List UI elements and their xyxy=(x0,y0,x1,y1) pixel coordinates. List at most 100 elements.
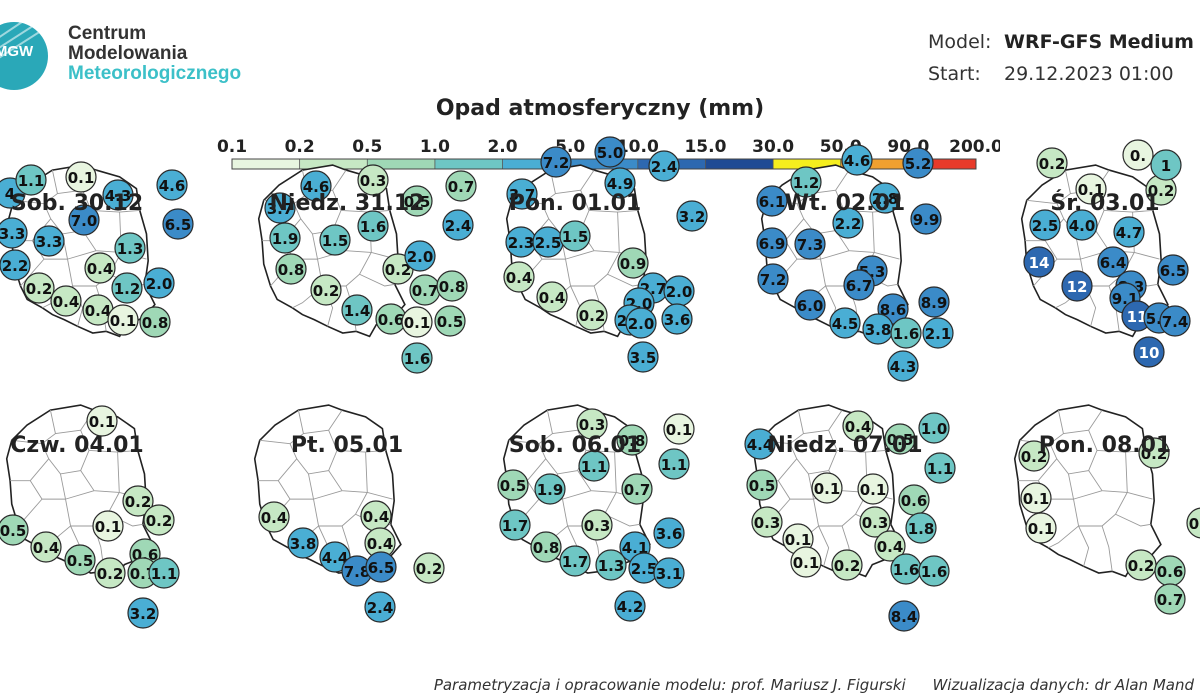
precip-value: 0.1 xyxy=(404,314,431,332)
precip-value: 1.3 xyxy=(117,240,144,258)
precip-value: 0.1 xyxy=(89,413,116,431)
precip-value: 0.4 xyxy=(367,535,394,553)
legend-swatch xyxy=(434,159,503,169)
precip-marker xyxy=(357,210,389,242)
precip-marker xyxy=(842,410,874,442)
precip-value: 0.7 xyxy=(1157,591,1184,609)
precip-value: 2.0 xyxy=(407,248,434,266)
precip-marker xyxy=(922,317,954,349)
precip-value: 0.5 xyxy=(404,193,431,211)
precip-marker xyxy=(794,228,826,260)
precip-value: 3.6 xyxy=(656,525,683,543)
precip-value: 2.1 xyxy=(925,325,952,343)
precip-marker xyxy=(661,303,693,335)
precip-value: 0.4 xyxy=(845,418,872,436)
precip-marker xyxy=(319,541,351,573)
region-border xyxy=(820,250,850,260)
precip-value: 4.6 xyxy=(844,152,871,170)
region-border xyxy=(303,409,343,435)
precip-value: 1.6 xyxy=(404,350,431,368)
precip-value: 6.4 xyxy=(1100,254,1127,272)
precip-marker xyxy=(1023,246,1055,278)
forecast-map: 0.10.20.1 0.20.50.4 0.60.50.2 0.71.13.2 xyxy=(0,404,180,629)
precip-value: 7.8 xyxy=(344,563,371,581)
precip-marker xyxy=(300,170,332,202)
precip-marker xyxy=(924,452,956,484)
region-border xyxy=(359,273,395,287)
forecast-map: 1.24.6 5.26.1 2.89.96.9 7.32.27.2 5.36.76.0 8… xyxy=(756,144,954,382)
precip-value: 1.7 xyxy=(502,517,529,535)
precip-marker xyxy=(86,405,118,437)
precip-marker xyxy=(918,412,950,444)
precip-marker xyxy=(874,530,906,562)
precip-value: 0.2 xyxy=(146,512,173,530)
region-border xyxy=(1115,513,1151,527)
logo-line-3: Meteorologicznego xyxy=(68,63,242,84)
forecast-map: 0.3 0.10.81.1 1.10.5 1.9 0.71.7 0.3 3.60.8 4.11… xyxy=(497,404,695,622)
precip-value: 1 xyxy=(1161,157,1171,175)
precip-marker xyxy=(107,304,139,336)
precip-marker xyxy=(1097,246,1129,278)
precip-marker xyxy=(1066,209,1098,241)
map-day-title: Śr. 03.01 xyxy=(1050,190,1159,216)
logo-mark-text: MGW xyxy=(0,43,34,60)
precip-value: 0.4 xyxy=(261,509,288,527)
precip-marker xyxy=(1186,507,1200,539)
precip-value: 3.5 xyxy=(630,349,657,367)
precip-value: 0.4 xyxy=(85,302,112,320)
precip-value: 9.9 xyxy=(913,211,940,229)
precip-value: 6.5 xyxy=(368,559,395,577)
precip-value: 4.7 xyxy=(1116,224,1143,242)
forecast-map: 0.20.0.20.112.54.04.7146.4128.36.59.1115… xyxy=(1020,139,1191,368)
precip-marker xyxy=(617,247,649,279)
precip-value: 7.4 xyxy=(1162,313,1189,331)
map-day-title: Pon. 01.01 xyxy=(509,191,642,216)
precip-marker xyxy=(918,555,950,587)
precip-value: 0.2 xyxy=(1141,445,1168,463)
region-border xyxy=(589,209,638,213)
precip-marker xyxy=(884,423,916,455)
precip-value: 1.2 xyxy=(793,174,820,192)
precip-marker xyxy=(910,203,942,235)
precip-value: 1.5 xyxy=(322,232,349,250)
precip-value: 1.1 xyxy=(661,456,688,474)
precip-marker xyxy=(658,448,690,480)
precip-marker xyxy=(92,510,124,542)
precip-marker xyxy=(111,272,143,304)
precip-marker xyxy=(832,207,864,239)
precip-value: 4.3 xyxy=(890,358,917,376)
precip-marker xyxy=(310,274,342,306)
precip-marker xyxy=(102,179,134,211)
precip-marker xyxy=(536,281,568,313)
precip-value: 0.3 xyxy=(862,514,889,532)
precip-marker xyxy=(744,428,776,460)
precip-value: 3.8 xyxy=(865,321,892,339)
precip-marker xyxy=(404,240,436,272)
precip-value: 0.1 xyxy=(68,169,95,187)
region-border xyxy=(1078,492,1128,527)
precip-value: 6.9 xyxy=(759,235,786,253)
map-day-title: Niedz. 07.01 xyxy=(767,433,922,458)
precip-marker xyxy=(888,600,920,632)
precip-marker xyxy=(648,150,680,182)
region-border xyxy=(318,492,368,527)
precip-value: 0.3 xyxy=(360,172,387,190)
legend-tick-label: 200.0 xyxy=(949,137,1000,157)
precip-value: 1.7 xyxy=(562,553,589,571)
region-border xyxy=(1049,430,1098,475)
precip-marker xyxy=(790,166,822,198)
precip-value: 7.3 xyxy=(797,236,824,254)
precip-marker xyxy=(540,146,572,178)
forecast-map: 3.77.25.02.44.93.22.3 2.5 1.50.40.92.70.4 2… xyxy=(503,136,708,373)
precip-marker xyxy=(64,544,96,576)
forecast-map: 0.4 0.43.84.47.80.46.5 0.22.4 xyxy=(253,404,445,623)
precip-marker xyxy=(319,224,351,256)
precip-value: 10 xyxy=(1139,344,1160,362)
precip-marker xyxy=(756,227,788,259)
precip-marker xyxy=(0,249,31,281)
precip-value: 0.7 xyxy=(448,178,475,196)
precip-value: 1.1 xyxy=(927,460,954,478)
precip-value: 1.6 xyxy=(921,563,948,581)
precip-value: 1.6 xyxy=(360,218,387,236)
precip-marker xyxy=(918,286,950,318)
